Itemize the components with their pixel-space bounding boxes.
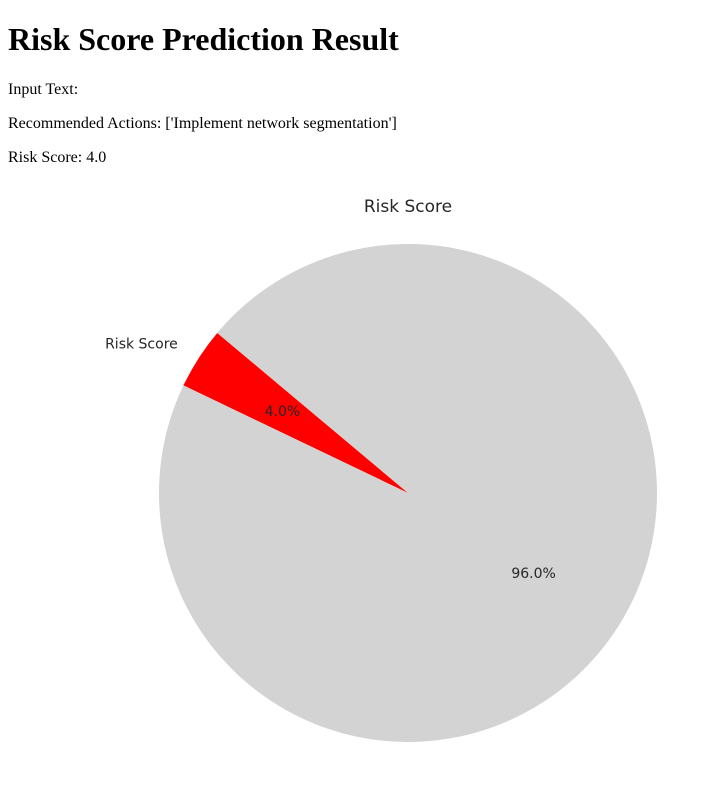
recommended-actions-text: Recommended Actions: ['Implement network…	[8, 115, 397, 132]
risk-score-pie-chart: Risk Score 4.0% Risk Score 96.0%	[0, 180, 726, 780]
pie-pct-label: 4.0%	[265, 404, 301, 420]
input-text-label: Input Text:	[8, 81, 79, 98]
pie-category-label: Risk Score	[105, 337, 178, 353]
pie-chart-svg: Risk Score 4.0% Risk Score 96.0%	[105, 197, 657, 742]
pie-slice-remainder	[158, 243, 657, 742]
chart-title: Risk Score	[364, 197, 452, 217]
page-title: Risk Score Prediction Result	[8, 21, 399, 57]
risk-score-text: Risk Score: 4.0	[8, 149, 107, 166]
pie-slice-risk-score	[183, 332, 408, 493]
pie-pct-label: 96.0%	[511, 566, 555, 582]
